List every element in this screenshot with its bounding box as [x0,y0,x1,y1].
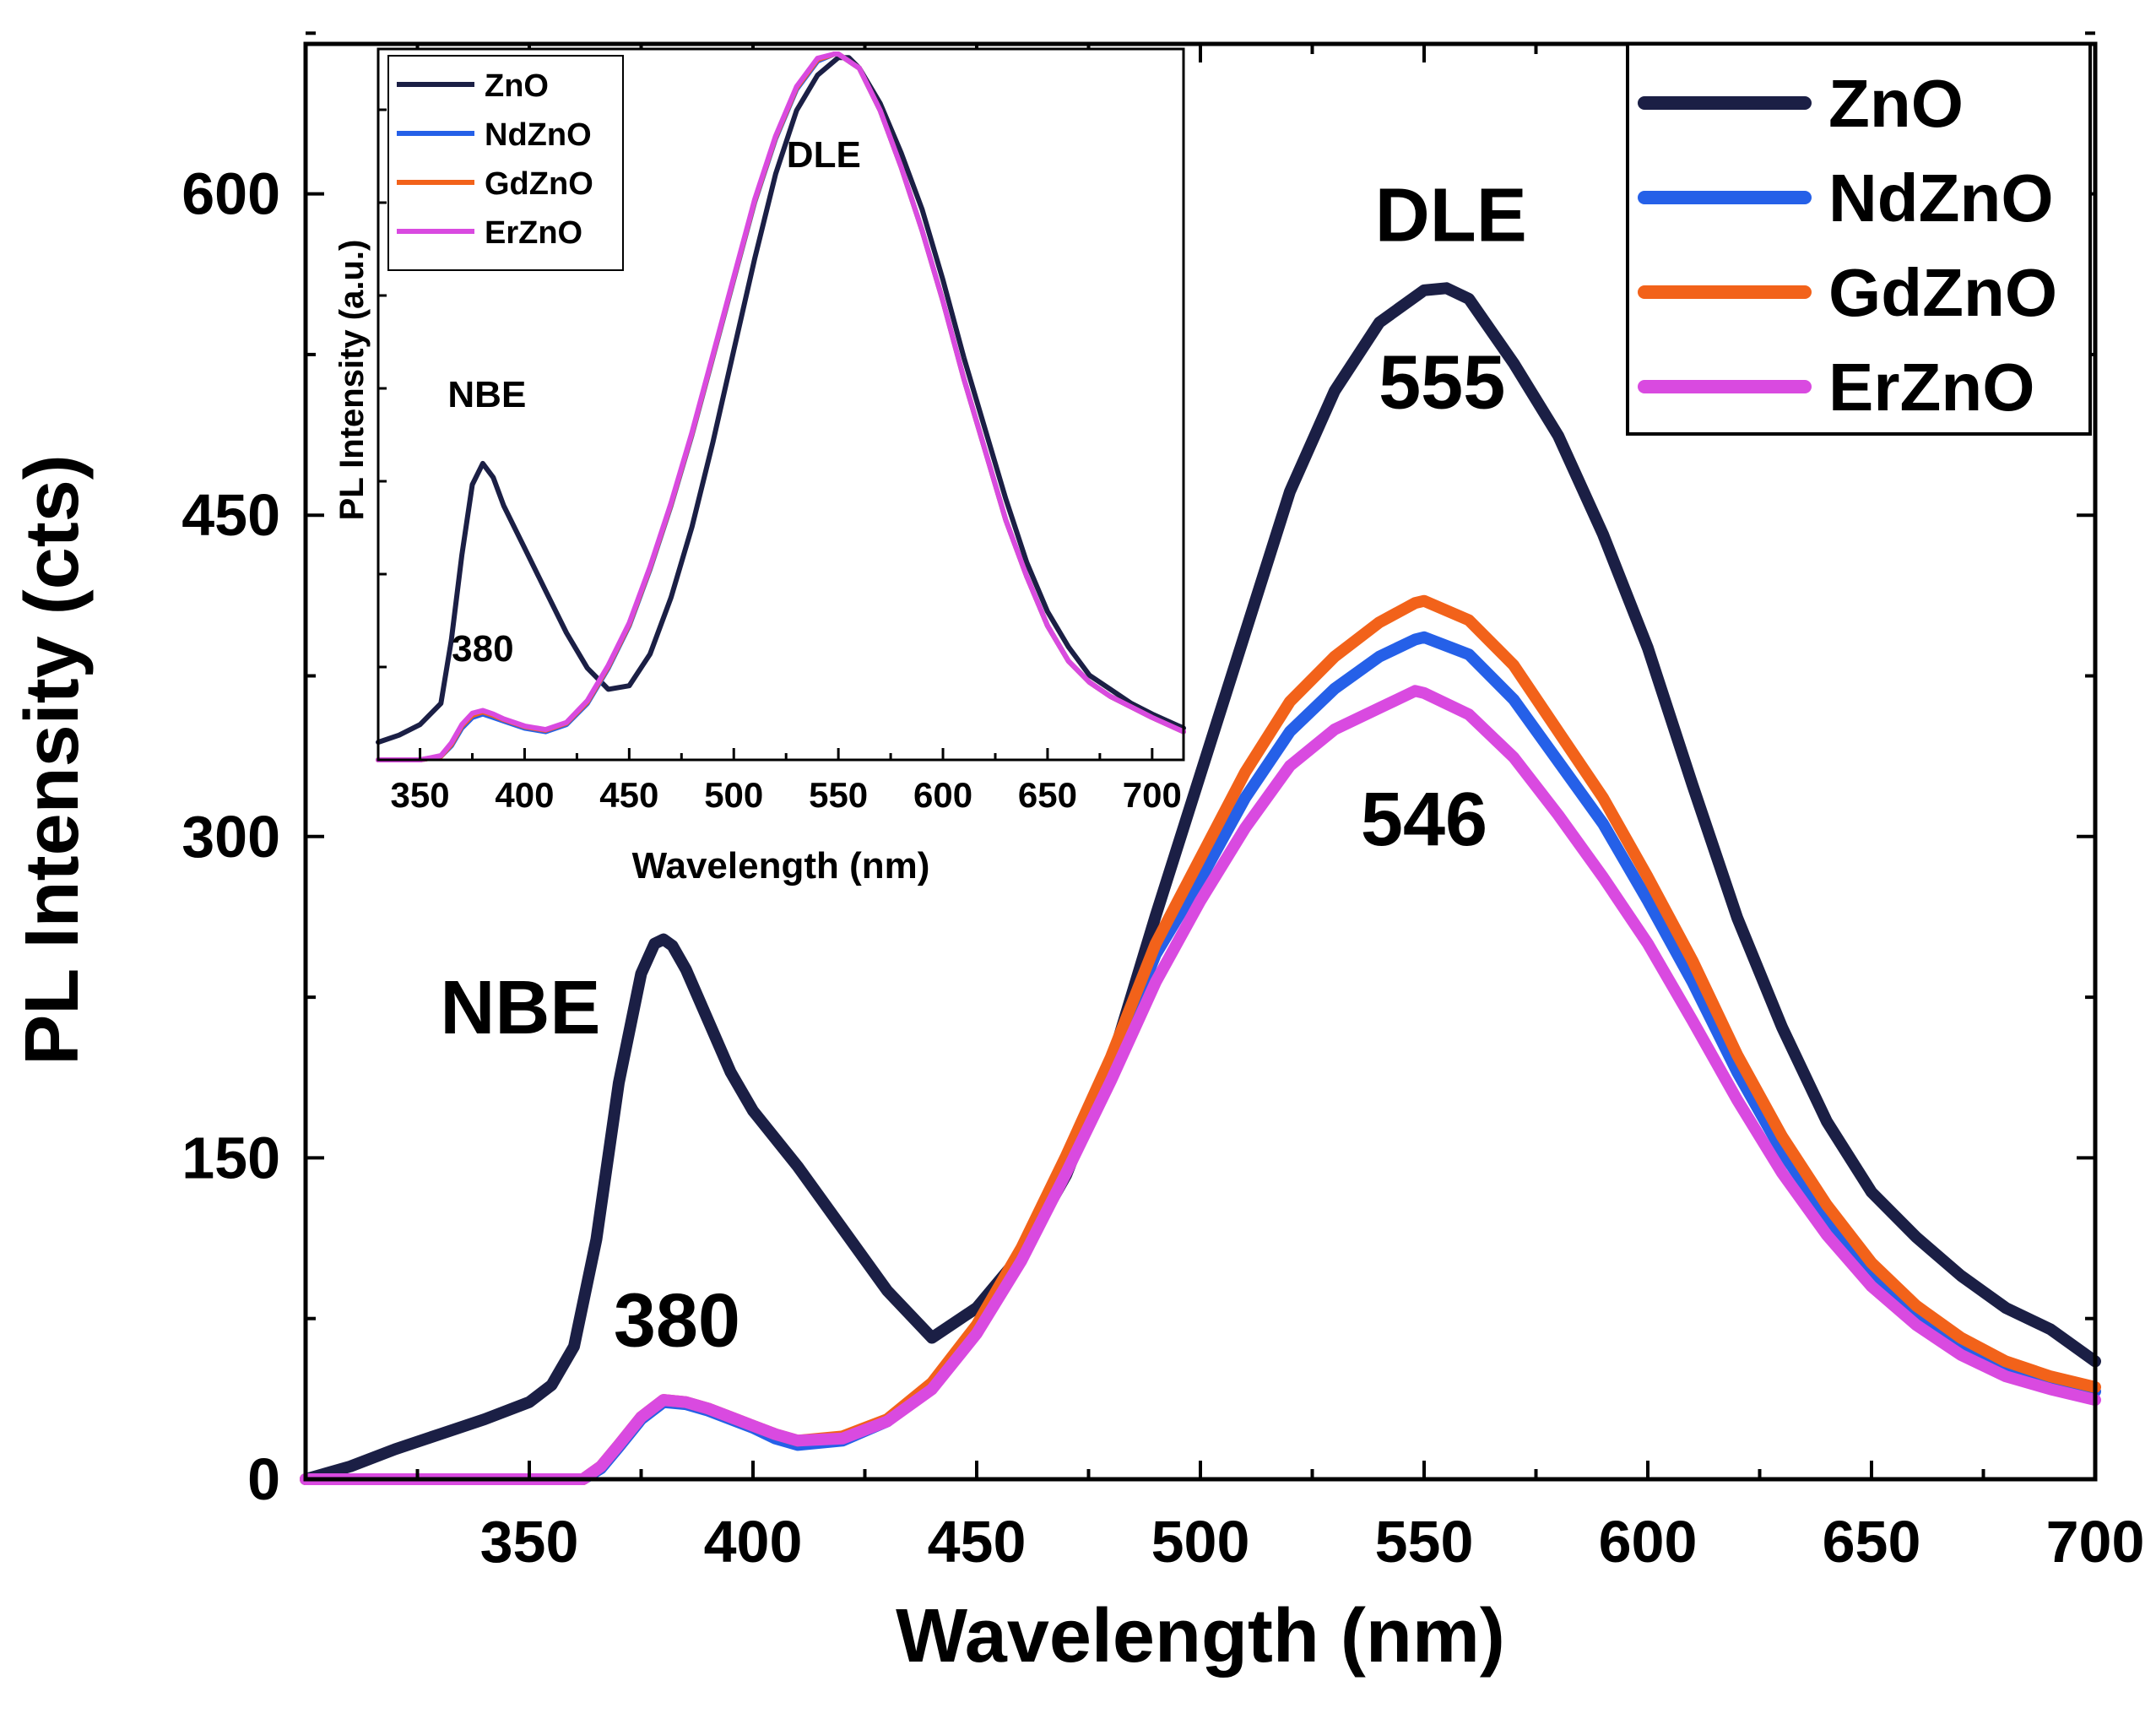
inset-x-axis-label: Wavelength (nm) [632,845,930,887]
main-legend-label: NdZnO [1828,160,2054,236]
main-annotation-555: 555 [1379,340,1505,425]
inset-tick-labels: 350 400 450 500 550 600 650 700 [391,775,1182,815]
inset-legend-label: ZnO [485,68,549,104]
inset-legend-label: NdZnO [485,117,592,153]
main-x-tick-label: 450 [928,1509,1027,1575]
main-annotation-nbe: NBE [440,966,600,1050]
inset-y-axis-label: PL Intensity (a.u.) [333,240,371,521]
inset-x-tick-label: 500 [704,775,763,815]
main-y-tick-label: 600 [181,161,280,227]
main-x-tick-label: 350 [480,1509,579,1575]
main-legend-item: ZnO [1638,66,1964,141]
inset-legend-item: GdZnO [397,166,593,202]
inset-legend-item: ErZnO [397,215,582,251]
inset-x-tick-label: 600 [913,775,972,815]
inset-legend-box [387,55,624,271]
main-x-tick-label: 500 [1151,1509,1250,1575]
inset-axis-ticks [378,108,1154,760]
main-annotations: NBE 380 DLE 555 546 [440,173,1526,1363]
main-x-tick-label: 550 [1375,1509,1474,1575]
inset-plot: 350 400 450 500 550 600 650 700 Wavelength (nm)… [333,47,1186,887]
main-tick-labels: 350 400 450 500 550 600 650 700 0 150 300 450 600 [181,161,2144,1575]
main-plot: 350 400 450 500 550 600 650 700 0 150 300 450 600 Wa… [10,31,2144,1678]
main-y-tick-label: 300 [181,804,280,870]
inset-legend-label: ErZnO [485,215,582,251]
main-x-tick-label: 700 [2046,1509,2145,1575]
inset-plot-frame [376,47,1185,762]
main-y-axis-label: PL Intensity (cts) [10,454,95,1065]
main-series-erzno [300,685,2101,1485]
main-series-lines [300,282,2101,1485]
main-legend-item: NdZnO [1638,160,2054,236]
main-legend-item: GdZnO [1638,255,2057,330]
inset-series-lines [376,52,1186,762]
main-legend: ZnO NdZnO GdZnO ErZnO [1626,42,2092,436]
main-y-tick-label: 450 [181,482,280,548]
inset-legend-item: ZnO [397,68,549,104]
inset-series-zno [376,55,1186,746]
main-legend-label: GdZnO [1828,255,2057,330]
inset-x-tick-label: 700 [1123,775,1182,815]
main-annotation-dle: DLE [1375,173,1527,258]
inset-x-tick-label: 350 [391,775,450,815]
inset-legend-label: GdZnO [485,166,593,202]
main-annotation-380: 380 [614,1279,740,1364]
main-y-tick-label: 150 [181,1125,280,1190]
inset-x-tick-label: 400 [495,775,554,815]
main-x-tick-label: 400 [704,1509,803,1575]
main-legend-label: ZnO [1828,66,1964,141]
main-x-tick-label: 650 [1823,1509,1921,1575]
inset-x-tick-label: 550 [809,775,868,815]
main-legend-label: ErZnO [1828,350,2034,425]
main-x-tick-label: 600 [1599,1509,1698,1575]
inset-legend-item: NdZnO [397,117,592,153]
inset-annotation-380: 380 [452,628,513,670]
main-legend-item: ErZnO [1638,350,2034,425]
inset-series-erzno [376,52,1186,762]
inset-x-tick-label: 450 [599,775,658,815]
main-x-axis-label: Wavelength (nm) [896,1594,1505,1678]
inset-annotation-nbe: NBE [447,374,526,415]
main-annotation-546: 546 [1361,778,1487,862]
inset-annotation-dle: DLE [787,134,861,176]
main-y-tick-label: 0 [247,1446,280,1512]
inset-annotations: DLE NBE 380 [447,134,860,670]
inset-legend: ZnO NdZnO GdZnO ErZnO [387,55,624,271]
inset-x-tick-label: 650 [1018,775,1077,815]
